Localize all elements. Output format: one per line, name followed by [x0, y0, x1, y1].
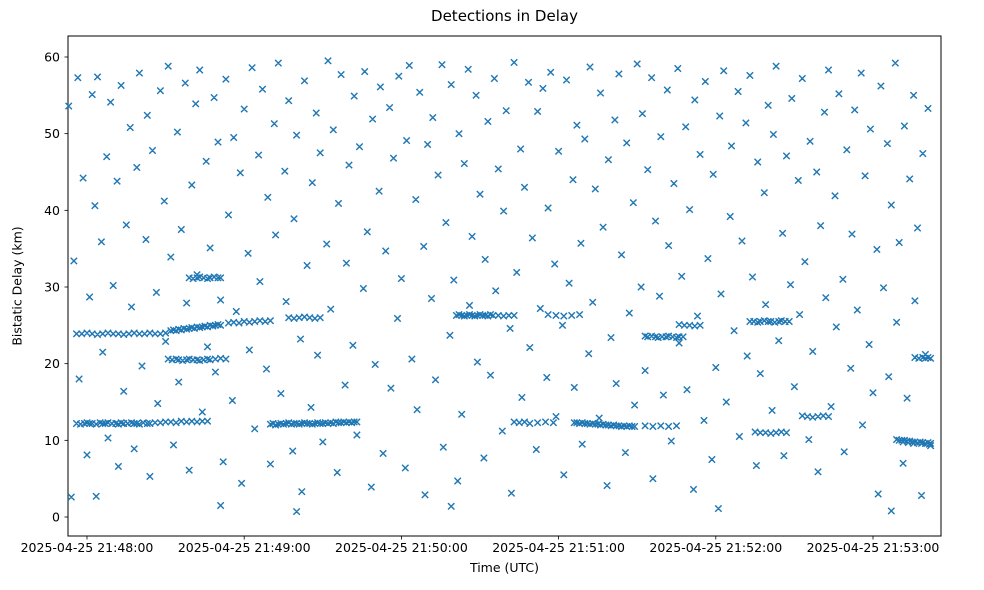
y-tick-label: 60 [44, 49, 60, 64]
y-tick-label: 0 [52, 510, 60, 525]
y-tick-label: 20 [44, 356, 60, 371]
y-tick-label: 40 [44, 203, 60, 218]
x-tick-label: 2025-04-25 21:50:00 [335, 540, 468, 555]
x-tick-label: 2025-04-25 21:51:00 [492, 540, 625, 555]
ticks-layer: 2025-04-25 21:48:00 2025-04-25 21:49:00 20… [21, 49, 940, 555]
y-tick-label: 30 [44, 279, 60, 294]
x-tick-label: 2025-04-25 21:48:00 [21, 540, 154, 555]
x-tick-label: 2025-04-25 21:52:00 [649, 540, 782, 555]
y-tick-label: 10 [44, 433, 60, 448]
x-axis-label: Time (UTC) [469, 560, 540, 575]
points-layer [65, 57, 935, 516]
y-tick-label: 50 [44, 126, 60, 141]
scatter-points [65, 57, 935, 516]
axes-border [67, 35, 942, 537]
chart-title: Detections in Delay [431, 7, 578, 25]
x-tick-label: 2025-04-25 21:53:00 [807, 540, 940, 555]
y-axis-label: Bistatic Delay (km) [9, 226, 25, 346]
x-tick-label: 2025-04-25 21:49:00 [178, 540, 311, 555]
